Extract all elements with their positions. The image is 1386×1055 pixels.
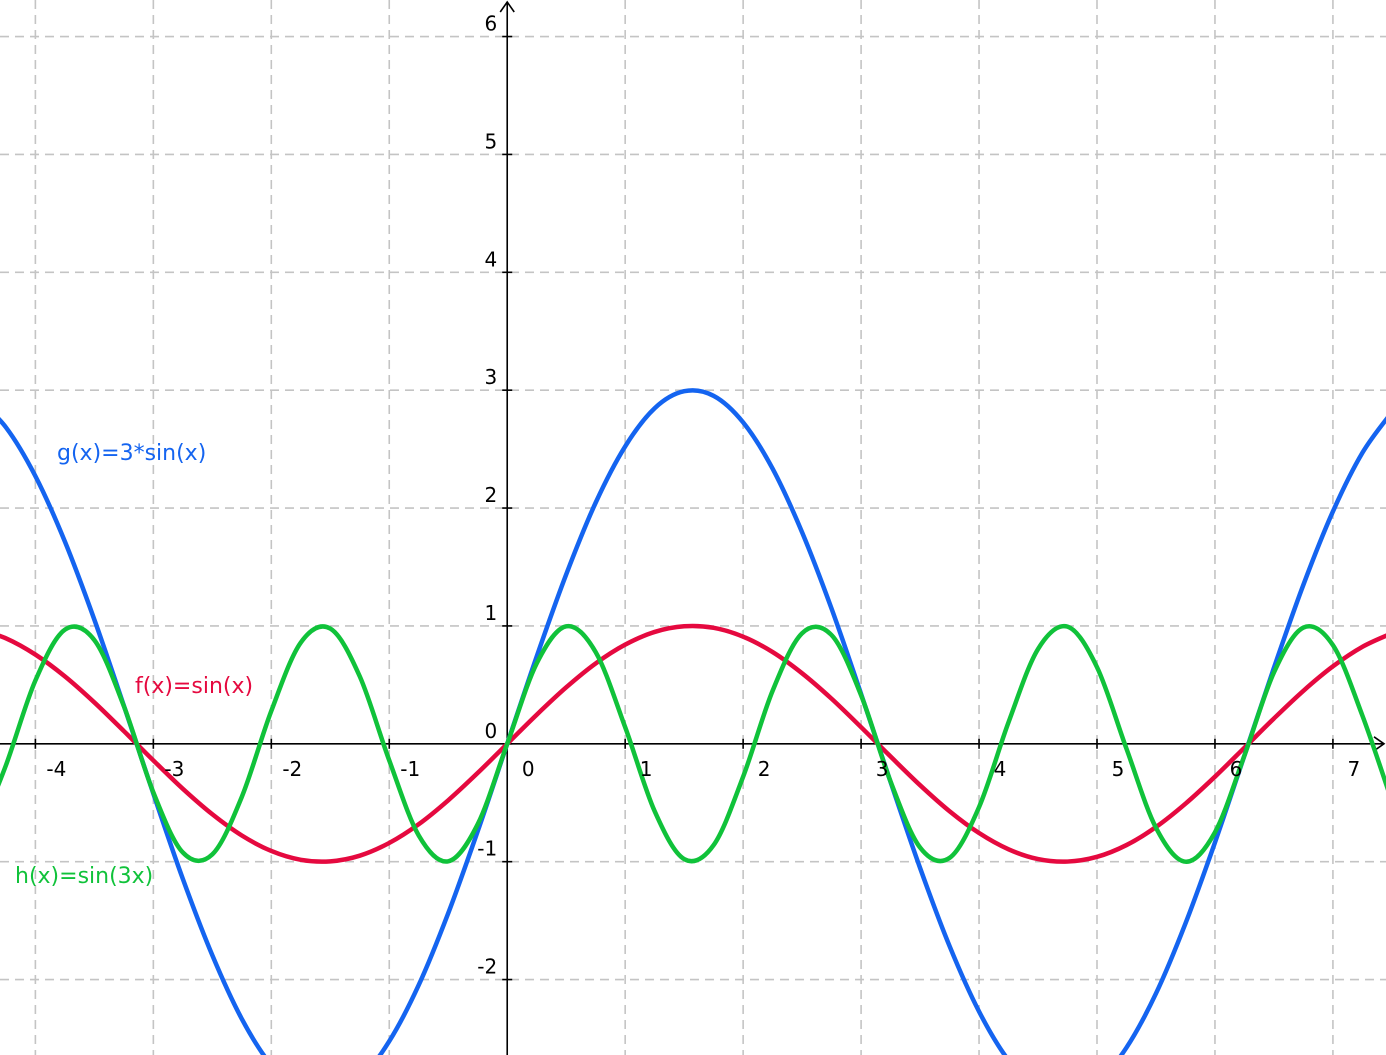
y-axis-arrow	[499, 0, 515, 13]
x-tick-label: -1	[400, 757, 420, 781]
x-tick-label: 4	[994, 757, 1007, 781]
function-label: h(x)=sin(3x)	[15, 864, 153, 889]
function-label: g(x)=3*sin(x)	[57, 441, 206, 466]
y-tick-label: 1	[484, 601, 497, 625]
x-tick-label: 5	[1112, 757, 1125, 781]
y-tick-label: 5	[484, 129, 497, 153]
y-tick-label: -2	[477, 955, 497, 979]
x-tick-label: 2	[758, 757, 771, 781]
x-axis-arrow	[1373, 736, 1386, 752]
x-tick-label: -2	[282, 757, 302, 781]
y-tick-label: 0	[484, 719, 497, 743]
y-tick-label: 2	[484, 483, 497, 507]
y-tick-label: 4	[484, 247, 497, 271]
function-label: f(x)=sin(x)	[135, 674, 253, 699]
labels: -4 -3 -2 -1 0 1 2 3 4 5 6 7 -2 -1 0 1 2 3 4 5 6 f(x)=sin(x) g(…	[15, 12, 1360, 979]
y-tick-label: 6	[484, 12, 497, 36]
x-tick-label: 7	[1348, 757, 1361, 781]
x-tick-label: -4	[46, 757, 66, 781]
function-curve	[0, 623, 1386, 864]
x-tick-label: 0	[522, 757, 535, 781]
x-tick-label: 3	[876, 757, 889, 781]
function-curve	[0, 388, 1386, 1055]
x-tick-label: 1	[640, 757, 653, 781]
y-tick-label: 3	[484, 365, 497, 389]
x-tick-label: 6	[1230, 757, 1243, 781]
curves	[0, 388, 1386, 1055]
y-tick-label: -1	[477, 837, 497, 861]
x-tick-label: -3	[164, 757, 184, 781]
